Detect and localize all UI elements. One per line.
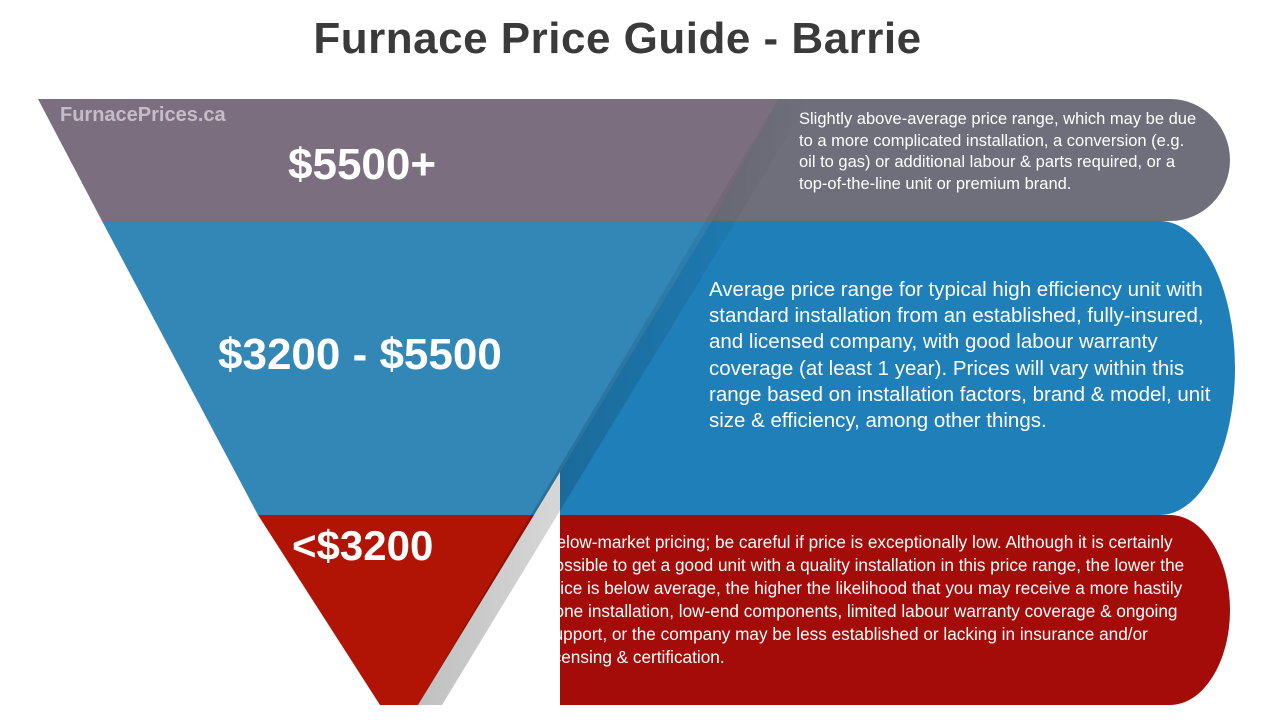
- tier-high-description: Slightly above-average price range, whic…: [799, 110, 1197, 193]
- tier-mid-price: $3200 - $5500: [218, 330, 502, 379]
- tier-high-funnel: [38, 99, 778, 221]
- tier-low-band: [560, 515, 1230, 705]
- tier-low-description: Below-market pricing; be careful if pric…: [545, 532, 1185, 667]
- tier-mid-description: Average price range for typical high eff…: [709, 278, 1211, 433]
- funnel-edge-shadow: [418, 99, 810, 705]
- tier-low-funnel: [258, 515, 534, 705]
- tier-high-price: $5500+: [288, 140, 437, 189]
- tier-mid-funnel: [102, 221, 712, 515]
- tier-mid-band: [560, 221, 1235, 515]
- tier-low-price: <$3200: [292, 522, 434, 569]
- watermark-logo: FurnacePrices.ca: [60, 104, 226, 126]
- page-title: Furnace Price Guide - Barrie: [313, 14, 922, 63]
